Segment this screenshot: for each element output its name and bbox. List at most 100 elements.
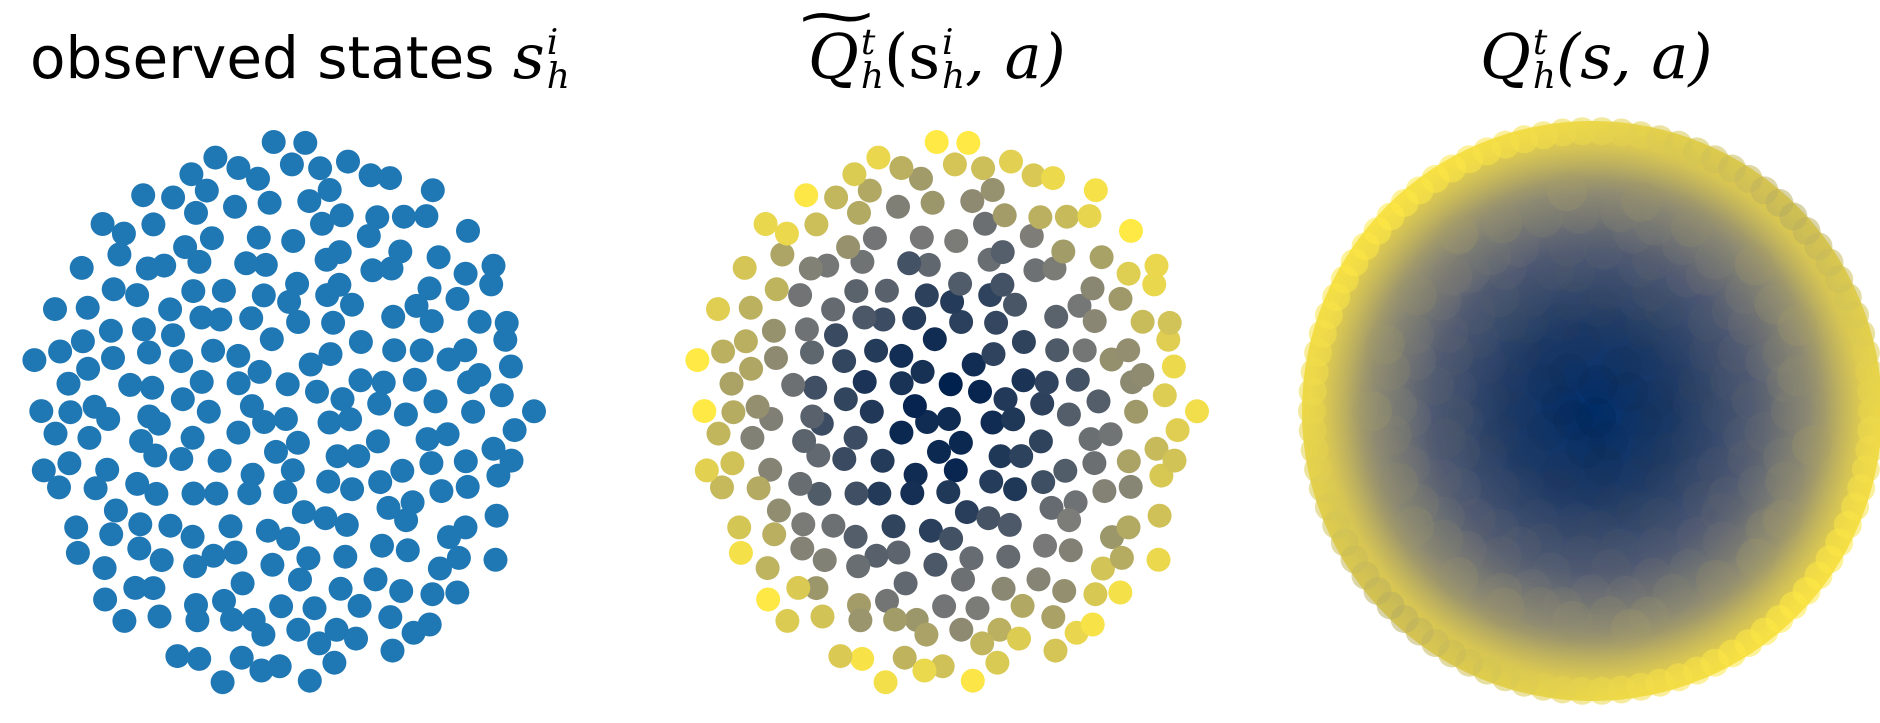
q-estimate-point (990, 240, 1015, 265)
observed-state-point (445, 286, 470, 311)
observed-state-point (333, 544, 358, 569)
q-field-cell (1745, 508, 1786, 549)
q-field-cell (1553, 281, 1594, 322)
observed-state-point (223, 194, 247, 219)
q-field-cell (1620, 456, 1660, 497)
observed-state-point (56, 371, 81, 396)
observed-state-point (165, 644, 190, 669)
observed-state-point (31, 458, 56, 483)
observed-state-point (453, 261, 478, 286)
q-field-cell (1619, 280, 1659, 321)
q-field-cell (1736, 538, 1777, 579)
q-estimate-point (710, 475, 734, 500)
q-field-cell (1644, 289, 1685, 330)
q-estimate-point (832, 349, 857, 374)
observed-state-point (356, 224, 381, 248)
q-field-cell (1488, 301, 1529, 342)
q-estimate-point (821, 513, 846, 538)
observed-state-point (502, 418, 527, 443)
q-field-cell (1365, 324, 1405, 365)
q-field-cell (1652, 573, 1693, 614)
q-estimate-point (1092, 479, 1117, 504)
q-estimate-point (1044, 304, 1069, 329)
q-estimate-point (1147, 503, 1172, 528)
q-estimate-point (1019, 224, 1044, 248)
observed-state-point (234, 251, 259, 276)
q-estimate-point (1083, 178, 1108, 203)
q-estimate-point (1010, 593, 1035, 618)
q-estimate-point (973, 211, 997, 236)
observed-state-point (327, 240, 352, 265)
q-estimate-point (1130, 363, 1155, 387)
q-estimate-point (965, 596, 990, 621)
q-field-cell (1734, 245, 1775, 286)
q-estimate-point (792, 429, 817, 453)
q-field-cell (1434, 395, 1474, 436)
q-estimate-point (874, 278, 899, 303)
q-estimate-point (864, 543, 889, 568)
observed-state-point (404, 293, 429, 318)
q-estimate-point (1078, 427, 1103, 452)
true-q-panel (1298, 117, 1880, 705)
q-estimate-point (1109, 545, 1134, 570)
q-estimate-point (968, 379, 992, 404)
estimated-q-title: Qth(sih, a) (808, 12, 1066, 102)
observed-state-point (128, 512, 153, 537)
q-estimate-point (1003, 477, 1028, 502)
observed-state-point (286, 617, 311, 642)
observed-state-point (246, 166, 270, 191)
q-estimate-point (850, 646, 875, 671)
q-field-cell (1424, 496, 1465, 537)
q-field-cell (1499, 227, 1540, 268)
observed-state-point (187, 646, 212, 671)
q-estimate-point (883, 607, 908, 632)
observed-state-point (467, 309, 492, 334)
q-estimate-point (1039, 495, 1064, 520)
q-field-cell (1695, 559, 1736, 600)
q-field-cell (1378, 462, 1419, 503)
q-field-cell (1688, 332, 1729, 373)
observed-state-point (261, 130, 286, 154)
q-estimate-point (971, 156, 996, 181)
q-estimate-point (800, 340, 824, 365)
q-field-cell (1682, 481, 1723, 522)
q-estimate-point (1108, 580, 1133, 605)
observed-state-point (211, 278, 236, 303)
observed-state-point (276, 526, 301, 551)
q-field-cell (1428, 313, 1469, 354)
observed-state-point (264, 439, 288, 464)
q-field-cell (1542, 586, 1583, 627)
observed-state-point (43, 421, 68, 446)
q-field-cell (1632, 557, 1673, 598)
observed-state-point (365, 205, 390, 230)
observed-state-point (321, 310, 346, 335)
q-estimate-point (1065, 367, 1090, 392)
q-field-cell (1583, 229, 1624, 270)
q-field-cell (1617, 491, 1658, 532)
q-estimate-point (1041, 605, 1066, 630)
observed-state-point (170, 387, 195, 412)
q-estimate-point (1116, 515, 1141, 540)
q-estimate-point (990, 272, 1015, 297)
observed-state-point (423, 389, 448, 414)
q-estimate-point (791, 512, 816, 537)
q-estimate-point (1072, 338, 1097, 363)
q-field-cell (1594, 485, 1635, 526)
q-estimate-point (733, 329, 758, 354)
observed-state-point (420, 582, 445, 607)
q-estimate-point (843, 524, 868, 549)
q-field-cell (1669, 548, 1710, 589)
q-estimate-point (909, 225, 934, 250)
q-estimate-point (1144, 253, 1169, 278)
observed-state-point (90, 212, 115, 236)
q-estimate-point (745, 394, 770, 419)
q-estimate-point (922, 327, 947, 352)
q-estimate-point (1142, 272, 1167, 297)
observed-state-point (187, 249, 212, 274)
q-value-field-edge (1302, 121, 1880, 701)
observed-state-point (419, 309, 444, 334)
observed-state-point (237, 481, 262, 506)
q-estimate-point (997, 512, 1022, 537)
q-estimate-point (918, 518, 943, 543)
observed-state-point (75, 295, 100, 320)
